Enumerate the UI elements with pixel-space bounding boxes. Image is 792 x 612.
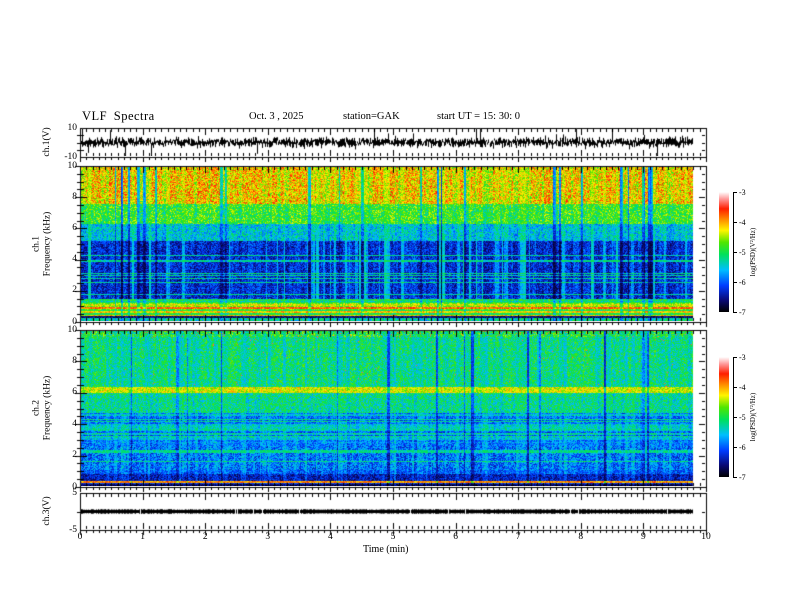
colorbar-tick [733,357,737,358]
x-tick-label: 10 [701,532,711,542]
x-tick-label: 1 [140,532,145,542]
ch1-spec-ylabel-line1: ch.1 [31,235,42,253]
colorbar-tick-label: -5 [739,248,746,257]
ch3-wave-ylabel: ch.3(V) [41,496,52,526]
y-tick-label: 8 [72,191,77,202]
ch2-spec-ylabel-line1: ch.2 [31,399,42,417]
y-tick-label: 0 [72,481,77,492]
y-tick-label: 2 [72,450,77,461]
x-tick-label: 7 [515,532,521,542]
x-tick-label: 2 [202,532,208,542]
y-tick-label: 8 [72,355,77,366]
y-tick-label: 10 [67,160,78,171]
y-tick-label: -5 [69,524,77,535]
y-tick-label: 6 [72,387,77,398]
colorbar-tick-label: -4 [739,218,746,227]
ch2-spec-ylabel: ch.2 Frequency (kHz) [32,376,53,441]
colorbar-tick [733,192,737,193]
colorbar-ch1 [719,192,729,312]
x-tick-label: 8 [578,532,584,542]
colorbar-tick-label: -5 [739,413,746,422]
x-tick-label: 0 [77,532,83,542]
y-tick-label: 2 [72,285,77,296]
y-tick-label: 6 [72,222,77,233]
colorbar-tick [733,222,737,223]
colorbar-tick-label: -6 [739,443,746,452]
ch1-spec-ylabel: ch.1 Frequency (kHz) [32,212,53,277]
y-tick-label: 4 [72,418,77,429]
x-tick-label: 4 [328,532,333,542]
y-tick-label: 5 [72,487,77,498]
y-tick-label: 10 [67,324,78,335]
y-tick-label: 0 [72,316,77,327]
colorbar-tick [733,312,737,313]
y-tick-label: -10 [64,151,77,162]
colorbar-tick-label: -3 [739,188,746,197]
colorbar-tick-label: -3 [739,353,746,362]
y-tick-label: 10 [67,122,78,133]
colorbar-tick [733,282,737,283]
x-tick-label: 6 [453,532,458,542]
colorbar-tick [733,387,737,388]
colorbar-ch2-label: log(PSD)(V²/Hz) [749,392,757,442]
ch1-spec-ylabel-line2: Frequency (kHz) [42,211,52,277]
colorbar-tick [733,252,737,253]
x-tick-label: 3 [265,532,271,542]
colorbar-tick-label: -7 [739,473,746,482]
colorbar-ch2 [719,357,729,477]
colorbar-tick-label: -4 [739,383,746,392]
colorbar-tick [733,417,737,418]
colorbar-tick-label: -7 [739,308,746,317]
colorbar-ch1-label: log(PSD)(V²/Hz) [749,227,757,277]
x-axis-title: Time (min) [363,544,409,555]
y-tick-label: 4 [72,254,77,265]
x-tick-label: 9 [641,532,646,542]
x-tick-label: 5 [390,532,396,542]
ch2-spec-ylabel-line2: Frequency (kHz) [42,375,52,441]
colorbar-tick [733,477,737,478]
colorbar-tick [733,447,737,448]
colorbar-tick-label: -6 [739,278,746,287]
